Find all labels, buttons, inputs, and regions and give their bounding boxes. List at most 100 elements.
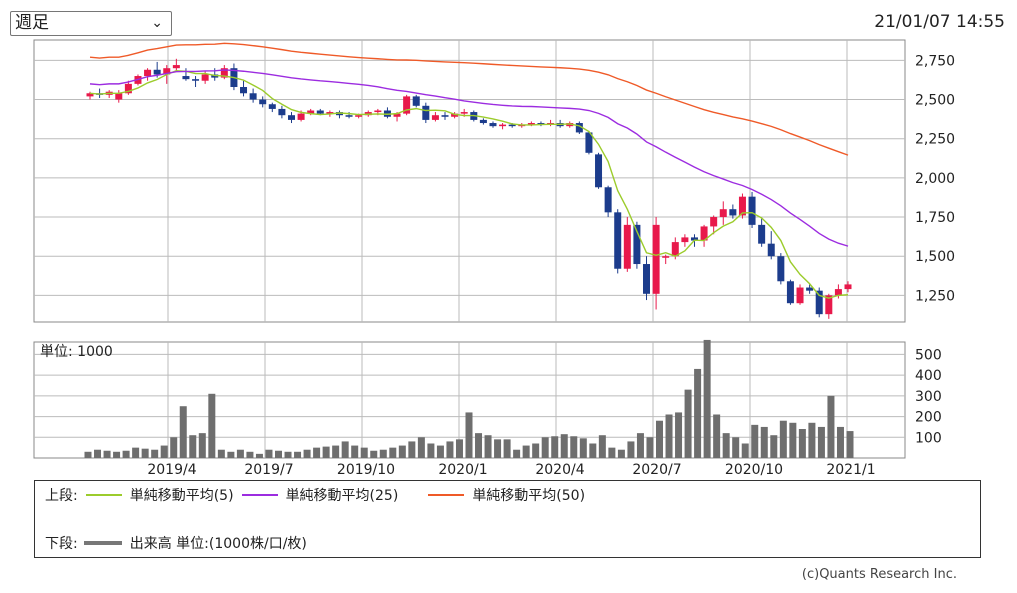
candle-body — [614, 212, 622, 269]
volume-bar — [551, 436, 559, 458]
volume-bar — [760, 426, 768, 458]
period-select[interactable]: 週足 ⌄ — [10, 11, 172, 36]
candle-body — [479, 119, 487, 124]
volume-bar — [379, 449, 387, 458]
volume-y-tick-label: 300 — [915, 389, 942, 405]
volume-bar — [522, 445, 530, 458]
legend-lower: 下段: 出来高 単位:(1000株/口/枚) — [45, 533, 307, 553]
candle-body — [815, 290, 823, 315]
candle-body — [604, 187, 612, 213]
volume-bar — [751, 424, 759, 458]
x-tick-label: 2019/10 — [337, 462, 395, 478]
volume-bar — [351, 445, 359, 458]
price-y-tick-label: 2,500 — [915, 93, 955, 109]
candle-body — [767, 243, 775, 257]
candle-body — [729, 209, 737, 216]
candle-body — [240, 87, 248, 94]
x-tick-label: 2020/10 — [725, 462, 783, 478]
volume-bar — [227, 451, 235, 458]
candle-body — [585, 132, 593, 153]
ma25-line-swatch — [241, 494, 278, 496]
candle-body — [374, 110, 382, 113]
candle-body — [307, 110, 315, 114]
candle-body — [758, 224, 766, 244]
candle-body — [287, 115, 295, 120]
candle-body — [719, 209, 727, 218]
chevron-down-icon: ⌄ — [151, 15, 163, 31]
volume-bar — [732, 437, 740, 458]
candle-body — [297, 113, 305, 120]
volume-bar — [779, 420, 787, 458]
candle-body — [834, 289, 842, 296]
timestamp: 21/01/07 14:55 — [874, 12, 1005, 32]
price-y-tick-label: 2,750 — [915, 53, 955, 69]
x-tick-label: 2019/4 — [147, 462, 196, 478]
volume-bar — [722, 433, 730, 458]
ma25-line — [89, 69, 849, 247]
x-tick-label: 2020/7 — [632, 462, 681, 478]
volume-bar — [84, 451, 92, 458]
candle-body — [345, 115, 353, 117]
candle-body — [278, 108, 286, 116]
volume-bar — [322, 446, 330, 458]
volume-bar — [455, 439, 463, 458]
candle-body — [441, 115, 449, 117]
candle-body — [508, 124, 516, 127]
volume-bar — [284, 451, 292, 458]
candle-body — [422, 105, 430, 120]
candle-body — [355, 115, 363, 117]
candle-body — [403, 96, 411, 114]
candle-body — [623, 224, 631, 269]
volume-bar — [246, 451, 254, 458]
candle-body — [643, 264, 651, 294]
price-y-tick-label: 1,250 — [915, 288, 955, 304]
price-y-tick-label: 1,750 — [915, 210, 955, 226]
volume-bar — [484, 435, 492, 458]
volume-bar — [408, 441, 416, 458]
candle-body — [460, 112, 468, 114]
volume-y-tick-label: 400 — [915, 368, 942, 384]
legend-ma5: 単純移動平均(5) — [129, 488, 234, 504]
volume-bar — [494, 439, 502, 458]
legend-box: 上段: 単純移動平均(5) 単純移動平均(25) 単純移動平均(50) 下段: … — [34, 480, 981, 558]
stock-chart: 2,750 2,500 2,250 2,000 1,750 1,500 1,250 2019… — [33, 39, 955, 478]
volume-bar — [541, 437, 549, 458]
candle-body — [115, 93, 123, 100]
volume-bar — [236, 449, 244, 458]
candle-body — [451, 113, 459, 117]
candle-body — [393, 113, 401, 117]
volume-bar — [370, 450, 378, 458]
period-select-value: 週足 — [15, 13, 49, 33]
candle-body — [844, 284, 852, 290]
volume-bar — [656, 420, 663, 458]
volume-bar — [332, 445, 340, 458]
volume-bar — [636, 433, 644, 458]
candle-body — [777, 256, 785, 282]
candle-body — [537, 123, 545, 125]
volume-bar — [465, 412, 473, 458]
candle-body — [671, 242, 679, 257]
price-y-tick-label: 2,000 — [915, 171, 955, 187]
volume-bar — [189, 435, 197, 458]
candle-body — [825, 295, 833, 315]
volume-bar — [294, 451, 302, 458]
candle-body — [124, 83, 132, 94]
volume-unit-label: 単位: 1000 — [40, 344, 113, 360]
volume-bar — [627, 441, 635, 458]
legend-ma25: 単純移動平均(25) — [285, 488, 399, 504]
candle-body — [489, 123, 497, 127]
volume-bar — [389, 447, 397, 458]
volume-bar — [741, 443, 749, 458]
volume-bar — [313, 447, 321, 458]
x-tick-label: 2021/1 — [826, 462, 875, 478]
candle-body — [575, 123, 583, 133]
candle-body — [662, 256, 670, 258]
volume-bar — [770, 435, 778, 458]
price-y-tick-label: 2,250 — [915, 132, 955, 148]
volume-bar — [255, 453, 263, 458]
legend-volume: 出来高 単位:(1000株/口/枚) — [129, 536, 307, 552]
volume-y-tick-label: 200 — [915, 410, 942, 426]
volume-bar — [570, 436, 578, 458]
volume-bar — [179, 406, 187, 458]
volume-bar — [836, 426, 844, 458]
